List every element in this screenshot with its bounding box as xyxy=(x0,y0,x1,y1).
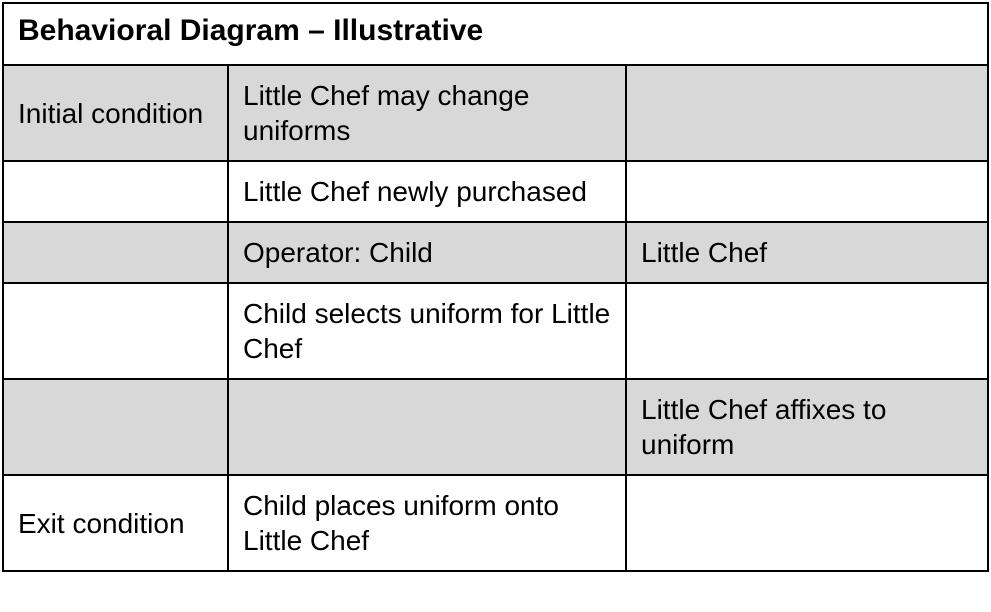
table-row: Little Chef affixes to uniform xyxy=(4,380,987,476)
cell-label: Initial condition xyxy=(4,66,229,160)
cell-content xyxy=(229,380,627,474)
cell-content xyxy=(627,476,987,570)
cell-label xyxy=(4,380,229,474)
cell-content xyxy=(627,66,987,160)
cell-label: Exit condition xyxy=(4,476,229,570)
cell-content xyxy=(627,162,987,221)
cell-content: Child selects uniform for Little Chef xyxy=(229,284,627,378)
table-row: Exit condition Child places uniform onto… xyxy=(4,476,987,570)
cell-content: Little Chef xyxy=(627,223,987,282)
table-title: Behavioral Diagram – Illustrative xyxy=(4,4,987,66)
table-row: Initial condition Little Chef may change… xyxy=(4,66,987,162)
cell-content: Little Chef may change uniforms xyxy=(229,66,627,160)
cell-label xyxy=(4,162,229,221)
cell-label xyxy=(4,284,229,378)
table-row: Operator: Child Little Chef xyxy=(4,223,987,284)
cell-content: Little Chef affixes to uniform xyxy=(627,380,987,474)
cell-content xyxy=(627,284,987,378)
cell-label xyxy=(4,223,229,282)
cell-content: Little Chef newly purchased xyxy=(229,162,627,221)
cell-content: Child places uniform onto Little Chef xyxy=(229,476,627,570)
behavioral-diagram-table: Behavioral Diagram – Illustrative Initia… xyxy=(2,2,989,572)
table-row: Little Chef newly purchased xyxy=(4,162,987,223)
table-row: Child selects uniform for Little Chef xyxy=(4,284,987,380)
cell-content: Operator: Child xyxy=(229,223,627,282)
